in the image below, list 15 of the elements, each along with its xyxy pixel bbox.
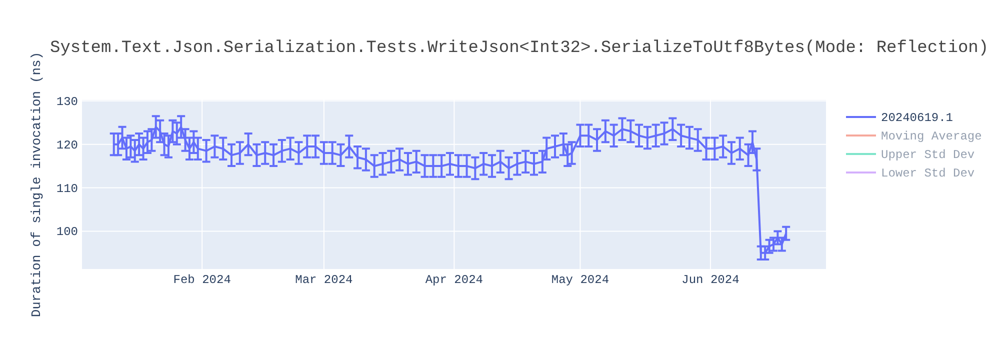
legend-label: Upper Std Dev — [881, 148, 975, 162]
legend-label: 20240619.1 — [881, 111, 954, 125]
x-tick-label: Mar 2024 — [295, 273, 353, 287]
y-axis-title: Duration of single invocation (ns) — [29, 52, 44, 318]
x-tick-label: Apr 2024 — [425, 273, 483, 287]
x-tick-label: Jun 2024 — [682, 273, 740, 287]
y-tick-label: 130 — [56, 94, 78, 109]
x-tick-label: May 2024 — [551, 273, 610, 287]
legend-label: Moving Average — [881, 130, 982, 144]
y-tick-label: 100 — [56, 225, 78, 240]
x-tick-label: Feb 2024 — [173, 273, 231, 287]
legend-label: Lower Std Dev — [881, 166, 975, 180]
y-tick-label: 110 — [56, 182, 78, 196]
y-tick-label: 120 — [56, 138, 78, 152]
chart-title: System.Text.Json.Serialization.Tests.WriteJson<Int32>.SerializeToUtf8Bytes(Mode: Reflection) — [50, 39, 989, 58]
